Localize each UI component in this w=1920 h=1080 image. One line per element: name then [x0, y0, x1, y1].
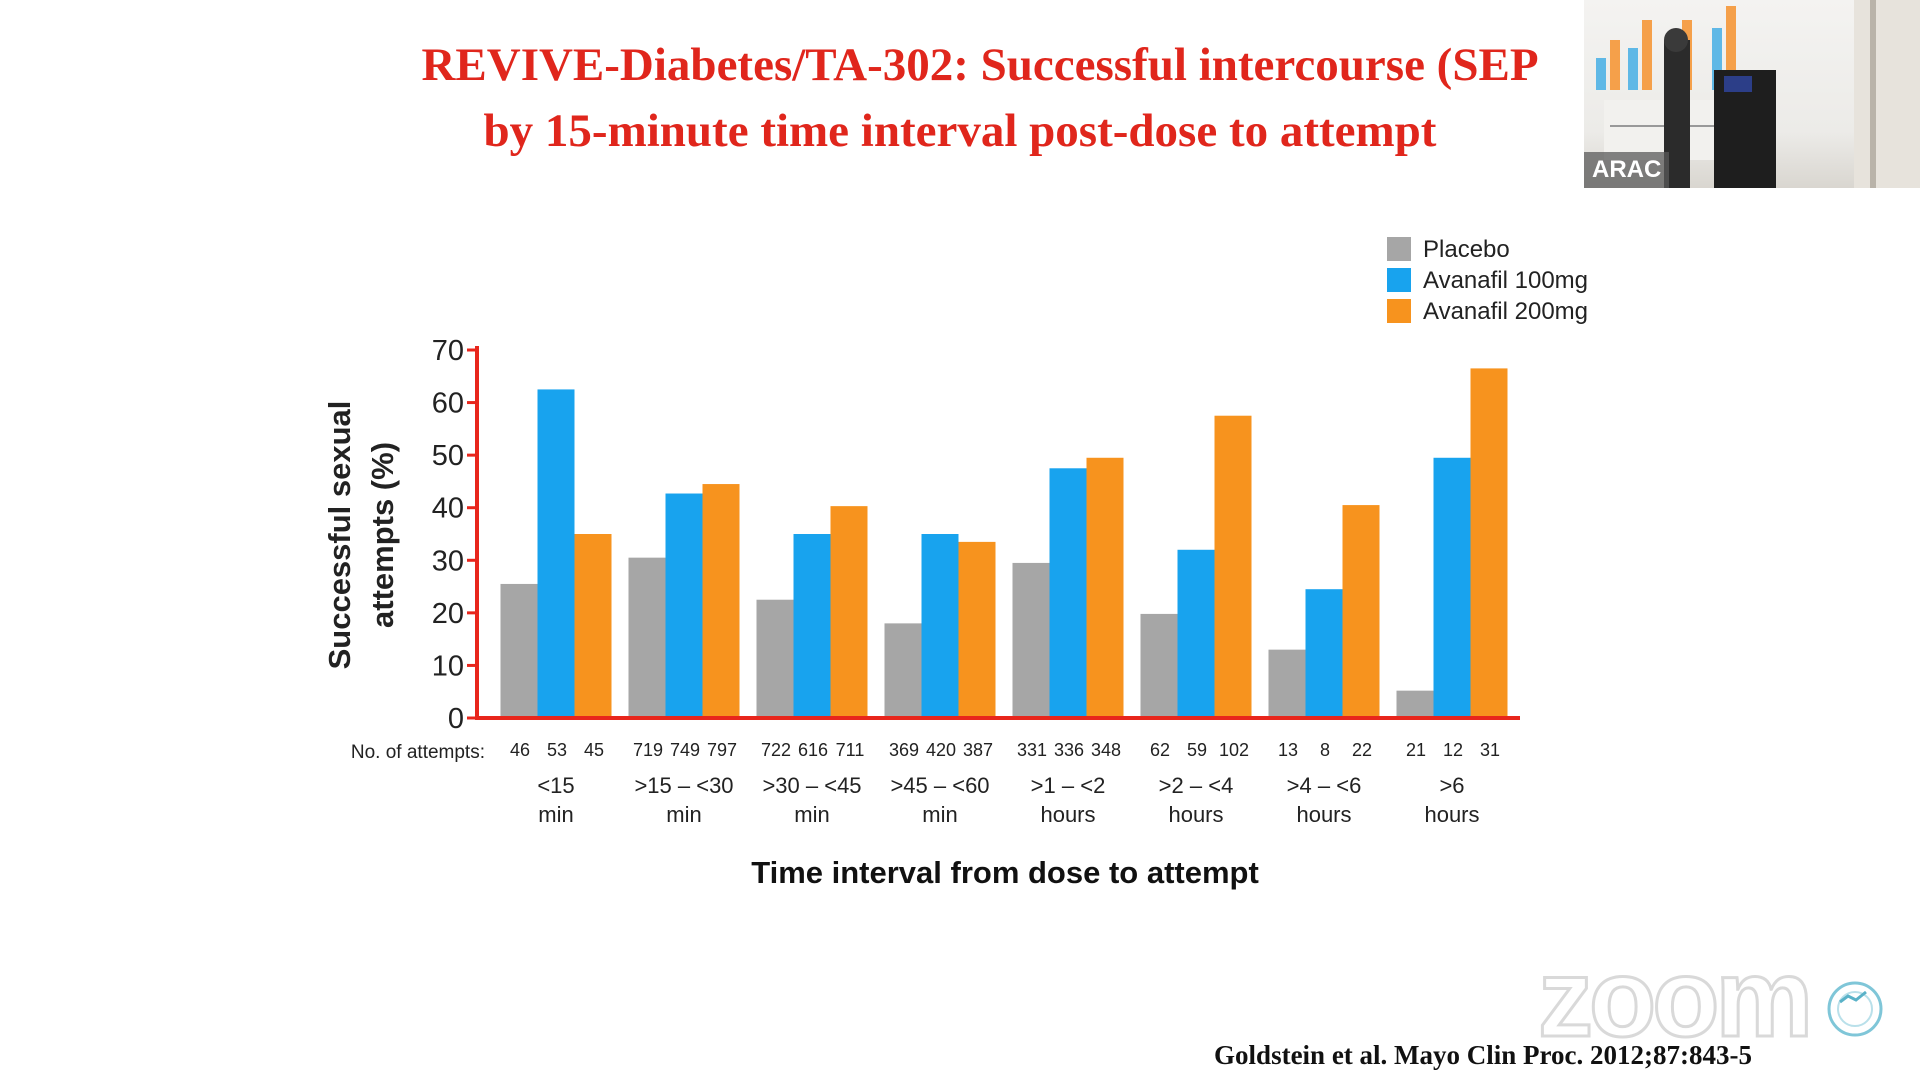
legend-swatch-1	[1387, 237, 1411, 261]
bar-placebo-8	[1396, 690, 1434, 718]
video-frame-icon	[1596, 0, 1920, 188]
zoom-watermark: zoom	[1536, 936, 1814, 1062]
bar-avanafil-100mg-4	[921, 534, 959, 718]
category-label-line2: hours	[1168, 802, 1223, 827]
bar-placebo-1	[500, 583, 538, 718]
bar-placebo-4	[884, 623, 922, 718]
legend-swatch-2	[1387, 268, 1411, 292]
category-label-line1: >15 – <30	[634, 773, 733, 798]
category-label-line2: hours	[1424, 802, 1479, 827]
bar-avanafil-200mg-3	[830, 506, 868, 718]
y-tick-label: 50	[432, 440, 464, 472]
participant-video-thumbnail[interactable]: ARAC	[1584, 0, 1920, 188]
bar-avanafil-100mg-2	[665, 493, 703, 718]
bar-avanafil-200mg-7	[1342, 505, 1380, 718]
attempts-row-label: No. of attempts:	[351, 742, 485, 763]
category-label-line2: min	[922, 802, 957, 827]
participant-name-label: ARAC	[1584, 152, 1670, 188]
bar-placebo-3	[756, 599, 794, 718]
attempt-count: 46	[510, 740, 530, 760]
bar-avanafil-200mg-8	[1470, 368, 1508, 718]
bar-placebo-2	[628, 557, 666, 718]
category-label-line1: >6	[1439, 773, 1464, 798]
category-label-line2: hours	[1296, 802, 1351, 827]
x-axis-title: Time interval from dose to attempt	[751, 855, 1259, 890]
category-label-line2: min	[538, 802, 573, 827]
category-label-line2: hours	[1040, 802, 1095, 827]
bar-placebo-5	[1012, 562, 1050, 718]
attempt-count: 62	[1150, 740, 1170, 760]
bar-avanafil-100mg-3	[793, 534, 831, 718]
bar-avanafil-100mg-7	[1305, 589, 1343, 718]
attempt-count: 45	[584, 740, 604, 760]
attempt-count: 711	[836, 740, 865, 760]
ssm-logo-icon	[1827, 981, 1883, 1037]
bar-avanafil-200mg-6	[1214, 415, 1252, 718]
attempt-count: 616	[798, 740, 828, 760]
bar-avanafil-100mg-1	[537, 389, 575, 718]
category-label-line2: min	[794, 802, 829, 827]
attempt-count: 348	[1091, 740, 1121, 760]
y-tick-label: 10	[432, 650, 464, 682]
attempt-count: 387	[963, 740, 993, 760]
attempt-count: 22	[1352, 740, 1372, 760]
bar-placebo-7	[1268, 649, 1306, 718]
category-label-line1: >1 – <2	[1031, 773, 1106, 798]
bar-avanafil-200mg-2	[702, 484, 740, 718]
attempt-count: 420	[926, 740, 956, 760]
bar-avanafil-100mg-5	[1049, 468, 1087, 718]
y-tick-label: 20	[432, 598, 464, 630]
y-axis-title-line2: attempts (%)	[365, 442, 400, 628]
category-label-line1: <15	[537, 773, 574, 798]
attempt-count: 21	[1406, 740, 1426, 760]
attempt-count: 719	[633, 740, 663, 760]
category-label-line1: >4 – <6	[1287, 773, 1362, 798]
bar-placebo-6	[1140, 613, 1178, 718]
bar-avanafil-100mg-6	[1177, 549, 1215, 718]
attempt-count: 722	[761, 740, 791, 760]
category-label-line1: >30 – <45	[762, 773, 861, 798]
y-tick-label: 70	[432, 335, 464, 367]
y-tick-label: 0	[448, 703, 464, 735]
attempt-count: 331	[1017, 740, 1047, 760]
bar-avanafil-200mg-4	[958, 541, 996, 718]
attempt-count: 749	[670, 740, 700, 760]
attempt-count: 8	[1320, 740, 1330, 760]
attempt-count: 369	[889, 740, 919, 760]
legend-label-3: Avanafil 200mg	[1423, 298, 1588, 325]
legend-swatch-3	[1387, 299, 1411, 323]
y-tick-label: 40	[432, 493, 464, 525]
slide-title-line-1: REVIVE-Diabetes/TA-302: Successful inter…	[421, 39, 1539, 91]
attempt-count: 31	[1480, 740, 1500, 760]
legend-label-2: Avanafil 100mg	[1423, 267, 1588, 294]
attempt-count: 12	[1443, 740, 1463, 760]
bar-avanafil-100mg-8	[1433, 457, 1471, 718]
slide-title-line-2: by 15-minute time interval post-dose to …	[483, 105, 1437, 157]
attempt-count: 13	[1278, 740, 1298, 760]
legend-label-1: Placebo	[1423, 236, 1510, 263]
y-axis-title-line1: Successful sexual	[322, 401, 357, 670]
y-tick-label: 30	[432, 545, 464, 577]
attempt-count: 53	[547, 740, 567, 760]
attempt-count: 102	[1219, 740, 1249, 760]
citation: Goldstein et al. Mayo Clin Proc. 2012;87…	[1214, 1040, 1752, 1070]
category-label-line2: min	[666, 802, 701, 827]
category-label-line1: >45 – <60	[890, 773, 989, 798]
attempt-count: 336	[1054, 740, 1084, 760]
category-label-line1: >2 – <4	[1159, 773, 1234, 798]
y-tick-label: 60	[432, 388, 464, 420]
attempt-count: 797	[707, 740, 737, 760]
bar-avanafil-200mg-1	[574, 534, 612, 718]
bar-avanafil-200mg-5	[1086, 457, 1124, 718]
attempt-count: 59	[1187, 740, 1207, 760]
